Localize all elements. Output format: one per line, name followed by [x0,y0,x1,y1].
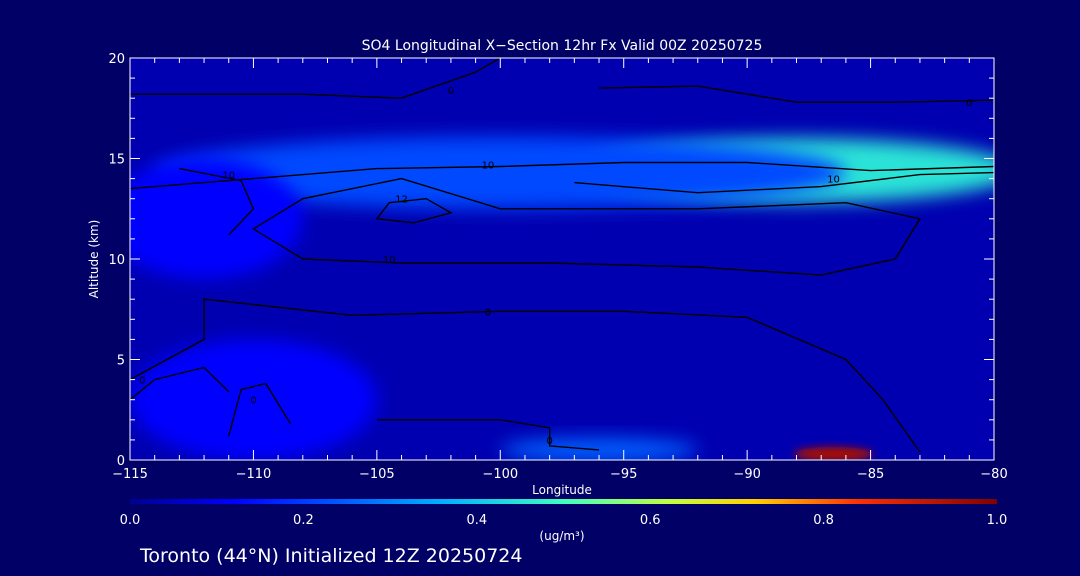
colorbar-tick-label: 0.0 [120,513,141,528]
field-blob [794,446,874,460]
concentration-field [130,136,994,460]
x-tick-label: −100 [482,467,518,482]
y-axis-label: Altitude (km) [87,220,101,299]
colorbar-tick-label: 0.4 [466,513,487,528]
y-axis: 0 5 10 15 20 [108,52,994,469]
colorbar-tick-label: 0.2 [293,513,314,528]
y-tick-label: 5 [117,354,125,369]
x-axis-label: Longitude [532,483,592,497]
x-tick-label: −80 [980,467,1007,482]
location-caption: Toronto (44°N) Initialized 12Z 20250724 [139,545,523,567]
x-axis: −115 −110 −105 −100 −95 −90 −85 −80 [112,58,1008,482]
y-tick-label: 0 [117,454,125,469]
x-tick-label: −115 [112,467,148,482]
contour-label: 0 [546,436,552,447]
contour-line [252,177,922,276]
contour-line [376,419,600,451]
contour-line [228,382,292,437]
contour-label: 0 [966,98,972,109]
contour-label: 10 [827,175,840,186]
contour-lines: 10 10 10 10 12 0 0 0 0 0 0 [130,58,994,453]
colorbar-tick-label: 0.6 [640,513,661,528]
chart-title: SO4 Longitudinal X−Section 12hr Fx Valid… [362,38,763,54]
plot-area: 10 10 10 10 12 0 0 0 0 0 0 [130,58,994,460]
contour-label: 12 [395,195,408,206]
contour-line [375,197,453,224]
x-tick-label: −110 [236,467,272,482]
contour-line [130,58,501,99]
colorbar: 0.0 0.2 0.4 0.6 0.8 1.0 (ug/m³) [120,499,1008,543]
contour-label: 10 [383,255,396,266]
x-tick-label: −105 [359,467,395,482]
contour-label: 0 [485,307,491,318]
colorbar-tick-label: 0.8 [813,513,834,528]
contour-label: 10 [482,161,495,172]
x-tick-label: −95 [610,467,637,482]
colorbar-ticks: 0.0 0.2 0.4 0.6 0.8 1.0 [120,513,1008,528]
contour-line [130,161,994,190]
colorbar-strip [130,499,997,504]
contour-line [130,366,230,401]
contour-label: 0 [448,86,454,97]
field-blob [130,339,377,460]
contour-label: 0 [250,396,256,407]
x-tick-label: −85 [857,467,884,482]
contour-line [179,167,255,236]
y-tick-label: 10 [108,253,125,268]
contour-line [130,298,921,453]
y-tick-label: 15 [108,153,125,168]
contour-label: 10 [222,171,235,182]
colorbar-units: (ug/m³) [539,529,584,543]
colorbar-tick-label: 1.0 [987,513,1008,528]
x-tick-label: −90 [733,467,760,482]
contour-label: 0 [139,376,145,387]
contour-line [574,171,994,194]
field-blob [130,158,303,280]
contour-line [598,85,994,103]
y-tick-label: 20 [108,52,125,67]
